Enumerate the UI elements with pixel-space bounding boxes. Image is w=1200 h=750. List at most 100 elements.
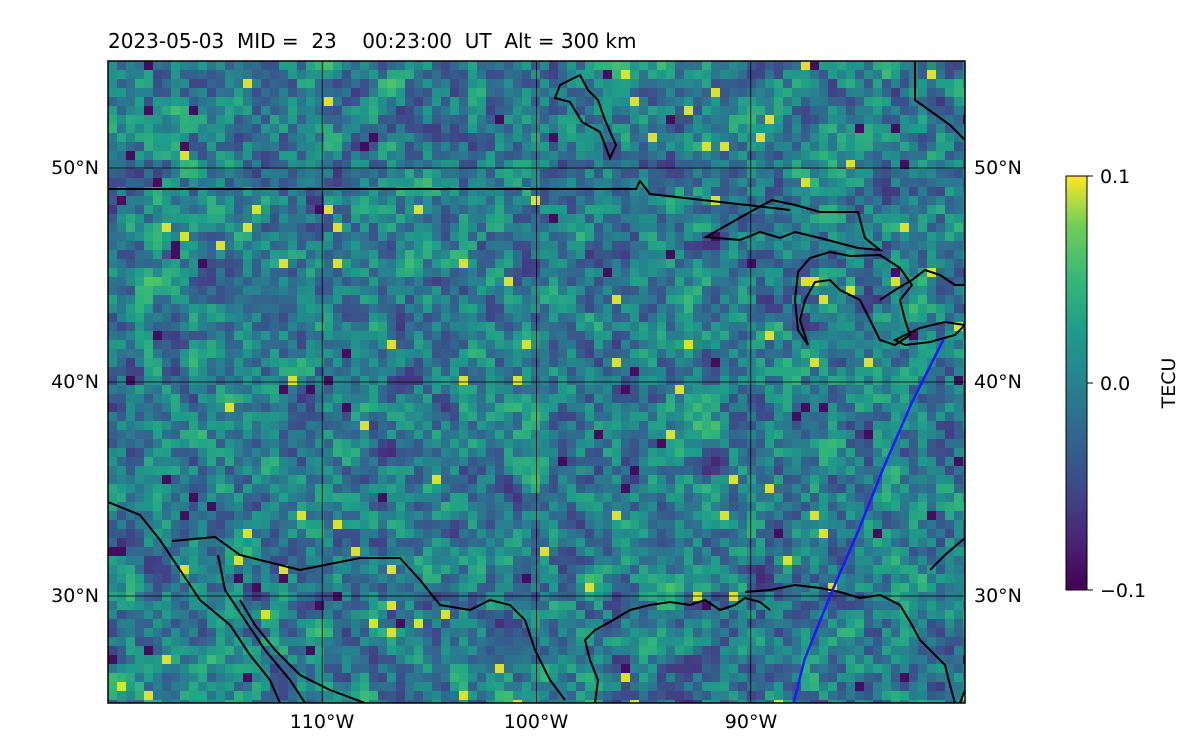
heatmap-cell — [594, 421, 604, 431]
heatmap-cell — [612, 313, 622, 323]
heatmap-cell — [945, 367, 955, 377]
heatmap-cell — [963, 493, 965, 503]
heatmap-cell — [351, 142, 361, 152]
heatmap-cell — [225, 322, 235, 332]
heatmap-cell — [639, 475, 649, 485]
heatmap-cell — [297, 223, 307, 233]
heatmap-cell — [171, 205, 181, 215]
heatmap-cell — [126, 466, 136, 476]
heatmap-cell — [252, 223, 262, 233]
heatmap-cell — [576, 205, 586, 215]
heatmap-cell — [360, 331, 370, 341]
heatmap-cell — [711, 466, 721, 476]
heatmap-cell — [171, 394, 181, 404]
heatmap-cell — [315, 223, 325, 233]
heatmap-cell — [144, 313, 154, 323]
heatmap-cell — [126, 259, 136, 269]
heatmap-cell — [504, 268, 514, 278]
heatmap-cell — [549, 430, 559, 440]
heatmap-cell — [909, 268, 919, 278]
heatmap-cell — [963, 421, 965, 431]
heatmap-cell — [792, 511, 802, 521]
heatmap-cell — [729, 232, 739, 242]
heatmap-cell — [918, 457, 928, 467]
heatmap-cell — [234, 277, 244, 287]
heatmap-cell — [171, 115, 181, 125]
heatmap-cell — [954, 259, 964, 269]
heatmap-cell — [909, 223, 919, 233]
heatmap-cell — [216, 412, 226, 422]
heatmap-cell — [225, 520, 235, 530]
heatmap-cell — [954, 115, 964, 125]
heatmap-cell — [774, 331, 784, 341]
heatmap-cell — [324, 511, 334, 521]
heatmap-cell — [576, 349, 586, 359]
heatmap-cell — [126, 403, 136, 413]
heatmap-cell — [144, 385, 154, 395]
heatmap-cell — [306, 340, 316, 350]
heatmap-cell — [252, 448, 262, 458]
heatmap-cell — [117, 430, 127, 440]
heatmap-cell — [639, 430, 649, 440]
heatmap-cell — [486, 79, 496, 89]
heatmap-cell — [522, 70, 532, 80]
heatmap-cell — [153, 205, 163, 215]
heatmap-cell — [198, 151, 208, 161]
heatmap-cell — [117, 205, 127, 215]
heatmap-cell — [702, 484, 712, 494]
heatmap-cell — [819, 115, 829, 125]
heatmap-cell — [666, 259, 676, 269]
heatmap-cell — [504, 403, 514, 413]
heatmap-cell — [108, 124, 118, 134]
heatmap-cell — [702, 349, 712, 359]
heatmap-cell — [873, 520, 883, 530]
heatmap-cell — [648, 448, 658, 458]
heatmap-cell — [288, 358, 298, 368]
heatmap-cell — [513, 241, 523, 251]
heatmap-cell — [873, 151, 883, 161]
heatmap-cell — [729, 142, 739, 152]
heatmap-cell — [414, 520, 424, 530]
heatmap-cell — [594, 250, 604, 260]
heatmap-cell — [369, 484, 379, 494]
heatmap-cell — [324, 376, 334, 386]
heatmap-cell — [621, 115, 631, 125]
heatmap-cell — [621, 502, 631, 512]
heatmap-cell — [954, 61, 964, 71]
heatmap-cell — [207, 214, 217, 224]
heatmap-cell — [954, 511, 964, 521]
heatmap-cell — [819, 205, 829, 215]
heatmap-cell — [855, 196, 865, 206]
heatmap-cell — [333, 439, 343, 449]
heatmap-cell — [315, 439, 325, 449]
heatmap-cell — [414, 115, 424, 125]
heatmap-cell — [369, 412, 379, 422]
heatmap-cell — [432, 259, 442, 269]
heatmap-cell — [612, 439, 622, 449]
heatmap-cell — [522, 196, 532, 206]
heatmap-cell — [189, 133, 199, 143]
heatmap-cell — [162, 448, 172, 458]
heatmap-cell — [171, 277, 181, 287]
heatmap-cell — [702, 412, 712, 422]
heatmap-cell — [162, 196, 172, 206]
heatmap-cell — [630, 475, 640, 485]
heatmap-cell — [261, 277, 271, 287]
heatmap-cell — [927, 223, 937, 233]
heatmap-cell — [873, 304, 883, 314]
heatmap-cell — [747, 160, 757, 170]
heatmap-cell — [495, 97, 505, 107]
heatmap-cell — [198, 385, 208, 395]
heatmap-cell — [279, 178, 289, 188]
heatmap-cell — [891, 520, 901, 530]
heatmap-cell — [603, 124, 613, 134]
heatmap-cell — [693, 88, 703, 98]
heatmap-cell — [945, 484, 955, 494]
heatmap-cell — [954, 304, 964, 314]
heatmap-cell — [153, 232, 163, 242]
heatmap-cell — [288, 304, 298, 314]
heatmap-cell — [594, 70, 604, 80]
heatmap-cell — [945, 88, 955, 98]
heatmap-cell — [135, 79, 145, 89]
heatmap-cell — [216, 313, 226, 323]
